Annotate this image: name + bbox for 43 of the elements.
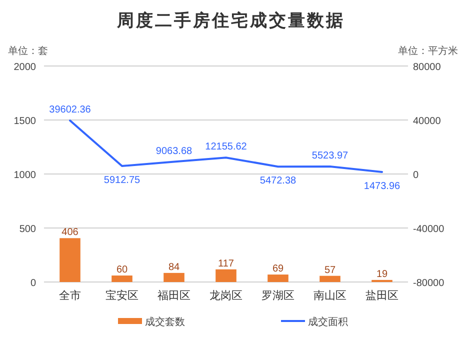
line-series xyxy=(69,120,383,174)
legend-label: 成交套数 xyxy=(145,316,185,328)
data-label: 117 xyxy=(218,258,234,270)
data-label: 60 xyxy=(116,264,128,276)
x-tick-label: 盐田区 xyxy=(366,289,398,302)
data-label: 5472.38 xyxy=(260,176,297,187)
bar xyxy=(216,269,236,282)
chart-title: 周度二手房住宅成交量数据 xyxy=(116,11,345,30)
data-label: 39602.36 xyxy=(49,104,92,116)
data-label: 69 xyxy=(272,264,284,275)
bar xyxy=(112,276,132,282)
data-label: 19 xyxy=(376,268,388,280)
y2-tick-label: 80000 xyxy=(413,62,442,73)
y2-axis-title: 单位：平方米 xyxy=(398,45,458,57)
y2-tick-label: 0 xyxy=(413,170,419,181)
y-axis-title: 单位：套 xyxy=(8,45,48,57)
bar xyxy=(164,272,184,282)
bar xyxy=(320,276,340,282)
data-label: 84 xyxy=(168,262,180,273)
x-tick-label: 南山区 xyxy=(314,289,346,302)
x-tick-label: 龙岗区 xyxy=(210,289,242,302)
x-tick-label: 罗湖区 xyxy=(262,290,294,302)
legend-label: 成交面积 xyxy=(308,316,348,328)
y2-tick-label: -80000 xyxy=(413,278,445,289)
x-tick-label: 福田区 xyxy=(158,289,190,302)
data-label: 57 xyxy=(324,264,336,276)
data-label: 406 xyxy=(62,227,79,238)
y2-tick-label: -40000 xyxy=(413,224,445,235)
data-label: 5912.75 xyxy=(104,175,141,186)
data-label: 5523.97 xyxy=(312,150,349,162)
data-label: 12155.62 xyxy=(205,142,248,153)
y-tick-label: 2000 xyxy=(14,62,36,73)
data-label: 9063.68 xyxy=(156,146,193,157)
y-tick-label: 500 xyxy=(19,224,36,235)
y-tick-label: 1000 xyxy=(14,170,36,181)
y2-tick-label: 40000 xyxy=(413,116,442,127)
data-label: 1473.96 xyxy=(364,181,401,192)
bar xyxy=(268,274,288,282)
y-tick-label: 1500 xyxy=(14,116,36,127)
x-tick-label: 宝安区 xyxy=(106,289,138,302)
x-tick-label: 全市 xyxy=(59,289,81,302)
y-tick-label: 0 xyxy=(30,278,36,289)
bar xyxy=(60,238,80,282)
